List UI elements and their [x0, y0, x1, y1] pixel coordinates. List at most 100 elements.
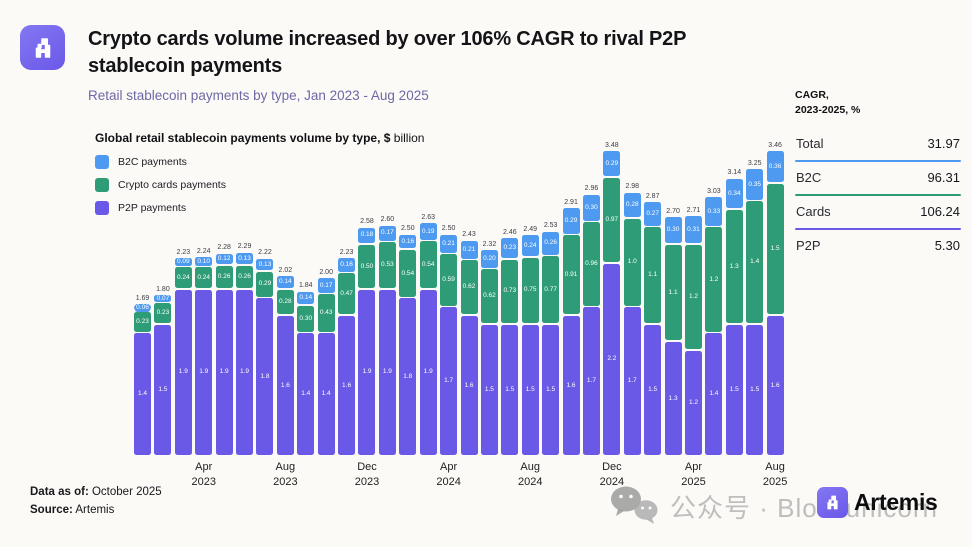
bar-jun-2023[interactable]: 2.29 0.13 0.26 1.9	[236, 243, 254, 455]
bar-segment-p2p-payments[interactable]: 1.5	[501, 324, 519, 455]
bar-jun-2025[interactable]: 3.14 0.34 1.3 1.5	[725, 169, 743, 455]
bar-segment-crypto-cards-payments[interactable]: 0.43	[317, 294, 335, 332]
bar-segment-p2p-payments[interactable]: 1.9	[215, 289, 233, 455]
bar-may-2023[interactable]: 2.28 0.12 0.26 1.9	[215, 244, 233, 455]
bar-feb-2025[interactable]: 2.87 0.27 1.1 1.5	[644, 193, 662, 455]
bar-segment-b2c-payments[interactable]: 0.21	[440, 234, 458, 253]
bar-segment-b2c-payments[interactable]: 0.30	[582, 194, 600, 221]
bar-segment-crypto-cards-payments[interactable]: 0.50	[358, 244, 376, 289]
bar-mar-2024[interactable]: 2.63 0.19 0.54 1.9	[419, 214, 437, 455]
bar-segment-p2p-payments[interactable]: 1.7	[582, 307, 600, 455]
bar-segment-p2p-payments[interactable]: 1.8	[256, 298, 274, 455]
bar-segment-crypto-cards-payments[interactable]: 0.23	[134, 311, 151, 332]
bar-jun-2024[interactable]: 2.32 0.20 0.62 1.5	[480, 241, 498, 455]
bar-segment-crypto-cards-payments[interactable]: 0.73	[501, 259, 519, 323]
bar-feb-2024[interactable]: 2.50 0.16 0.54 1.8	[399, 225, 417, 455]
bar-segment-b2c-payments[interactable]: 0.16	[399, 234, 417, 249]
bar-segment-b2c-payments[interactable]: 0.21	[460, 240, 478, 259]
bar-segment-crypto-cards-payments[interactable]: 1.2	[684, 244, 702, 350]
bar-segment-crypto-cards-payments[interactable]: 0.97	[603, 177, 621, 263]
bar-aug-2024[interactable]: 2.49 0.24 0.75 1.5 Aug 2024	[518, 226, 542, 488]
bar-segment-p2p-payments[interactable]: 1.6	[562, 315, 580, 455]
bar-segment-b2c-payments[interactable]: 0.13	[236, 252, 254, 265]
bar-segment-p2p-payments[interactable]: 1.5	[644, 324, 662, 455]
bar-segment-b2c-payments[interactable]: 0.26	[542, 231, 560, 255]
bar-segment-b2c-payments[interactable]: 0.18	[358, 227, 376, 244]
bar-segment-p2p-payments[interactable]: 1.5	[154, 324, 172, 455]
bar-segment-p2p-payments[interactable]: 1.3	[664, 341, 682, 455]
bar-segment-crypto-cards-payments[interactable]: 0.29	[256, 271, 274, 297]
bar-segment-crypto-cards-payments[interactable]: 0.47	[338, 273, 356, 315]
bar-segment-crypto-cards-payments[interactable]: 1.3	[725, 209, 743, 323]
bar-mar-2023[interactable]: 2.23 0.09 0.24 1.9	[174, 249, 192, 455]
bar-segment-p2p-payments[interactable]: 1.9	[174, 289, 192, 455]
bar-segment-p2p-payments[interactable]: 1.5	[725, 324, 743, 455]
bar-segment-crypto-cards-payments[interactable]: 0.30	[297, 305, 315, 332]
bar-segment-crypto-cards-payments[interactable]: 0.77	[542, 256, 560, 323]
bar-segment-p2p-payments[interactable]: 1.7	[440, 307, 458, 455]
bar-segment-b2c-payments[interactable]: 0.17	[378, 225, 396, 241]
bar-segment-crypto-cards-payments[interactable]: 1.0	[623, 218, 641, 306]
bar-jan-2024[interactable]: 2.60 0.17 0.53 1.9	[378, 216, 396, 455]
bar-segment-b2c-payments[interactable]: 0.14	[276, 276, 294, 289]
bar-segment-p2p-payments[interactable]: 1.7	[623, 307, 641, 455]
bar-segment-crypto-cards-payments[interactable]: 0.26	[236, 265, 254, 289]
bar-segment-b2c-payments[interactable]: 0.09	[174, 258, 192, 266]
bar-aug-2023[interactable]: 2.02 0.14 0.28 1.6 Aug 2023	[273, 267, 297, 488]
legend-item-p2p-payments[interactable]: P2P payments	[95, 196, 226, 219]
bar-segment-crypto-cards-payments[interactable]: 0.24	[195, 267, 213, 289]
bar-segment-crypto-cards-payments[interactable]: 0.75	[521, 257, 539, 323]
bar-segment-crypto-cards-payments[interactable]: 1.2	[705, 227, 723, 332]
bar-segment-p2p-payments[interactable]: 1.6	[338, 315, 356, 455]
bar-apr-2025[interactable]: 2.71 0.31 1.2 1.2 Apr 2025	[681, 207, 705, 488]
bar-segment-b2c-payments[interactable]: 0.07	[154, 294, 172, 303]
bar-segment-b2c-payments[interactable]: 0.35	[746, 169, 764, 200]
bar-segment-b2c-payments[interactable]: 0.31	[684, 216, 702, 244]
bar-segment-b2c-payments[interactable]: 0.16	[338, 258, 356, 272]
bar-segment-p2p-payments[interactable]: 2.2	[603, 263, 621, 455]
bar-segment-p2p-payments[interactable]: 1.6	[460, 315, 478, 455]
bar-segment-p2p-payments[interactable]: 1.4	[705, 333, 723, 455]
bar-segment-crypto-cards-payments[interactable]: 0.59	[440, 254, 458, 306]
bar-segment-p2p-payments[interactable]: 1.6	[276, 315, 294, 455]
bar-nov-2023[interactable]: 2.23 0.16 0.47 1.6	[338, 249, 356, 455]
bar-segment-crypto-cards-payments[interactable]: 1.5	[766, 183, 784, 315]
bar-segment-b2c-payments[interactable]: 0.12	[215, 253, 233, 265]
bar-segment-p2p-payments[interactable]: 1.9	[195, 289, 213, 455]
bar-segment-p2p-payments[interactable]: 1.5	[480, 324, 498, 455]
bar-segment-b2c-payments[interactable]: 0.34	[725, 178, 743, 209]
bar-segment-p2p-payments[interactable]: 1.5	[746, 324, 764, 455]
bar-segment-b2c-payments[interactable]: 0.23	[501, 238, 519, 258]
bar-segment-p2p-payments[interactable]: 1.9	[358, 289, 376, 455]
bar-segment-b2c-payments[interactable]: 0.19	[419, 223, 437, 240]
bar-segment-b2c-payments[interactable]: 0.27	[644, 202, 662, 226]
bar-segment-p2p-payments[interactable]: 1.9	[419, 289, 437, 455]
bar-segment-p2p-payments[interactable]: 1.8	[399, 298, 417, 455]
bar-segment-b2c-payments[interactable]: 0.29	[562, 208, 580, 234]
bar-segment-b2c-payments[interactable]: 0.29	[603, 151, 621, 177]
legend-item-b2c-payments[interactable]: B2C payments	[95, 150, 226, 173]
bar-segment-crypto-cards-payments[interactable]: 0.54	[399, 249, 417, 297]
bar-may-2024[interactable]: 2.43 0.21 0.62 1.6	[460, 231, 478, 455]
bar-aug-2025[interactable]: 3.46 0.36 1.5 1.6 Aug 2025	[763, 142, 787, 488]
legend-item-crypto-cards-payments[interactable]: Crypto cards payments	[95, 173, 226, 196]
bar-jan-2025[interactable]: 2.98 0.28 1.0 1.7	[623, 183, 641, 455]
bar-segment-b2c-payments[interactable]: 0.06	[134, 303, 151, 312]
bar-feb-2023[interactable]: 1.80 0.07 0.23 1.5	[154, 286, 172, 455]
bar-segment-crypto-cards-payments[interactable]: 0.26	[215, 265, 233, 289]
bar-segment-p2p-payments[interactable]: 1.9	[236, 289, 254, 455]
bar-segment-crypto-cards-payments[interactable]: 1.1	[664, 244, 682, 341]
bar-segment-b2c-payments[interactable]: 0.28	[623, 192, 641, 218]
bar-sep-2024[interactable]: 2.53 0.26 0.77 1.5	[542, 222, 560, 455]
bar-segment-crypto-cards-payments[interactable]: 0.23	[154, 303, 172, 323]
bar-segment-crypto-cards-payments[interactable]: 0.28	[276, 289, 294, 315]
bar-may-2025[interactable]: 3.03 0.33 1.2 1.4	[705, 188, 723, 455]
bar-apr-2024[interactable]: 2.50 0.21 0.59 1.7 Apr 2024	[436, 225, 460, 488]
bar-segment-b2c-payments[interactable]: 0.17	[317, 278, 335, 293]
bar-segment-crypto-cards-payments[interactable]: 1.4	[746, 201, 764, 323]
bar-segment-crypto-cards-payments[interactable]: 0.24	[174, 267, 192, 289]
bar-segment-b2c-payments[interactable]: 0.10	[195, 257, 213, 266]
bar-segment-crypto-cards-payments[interactable]: 0.91	[562, 235, 580, 315]
bar-segment-b2c-payments[interactable]: 0.20	[480, 250, 498, 268]
bar-segment-b2c-payments[interactable]: 0.14	[297, 291, 315, 305]
